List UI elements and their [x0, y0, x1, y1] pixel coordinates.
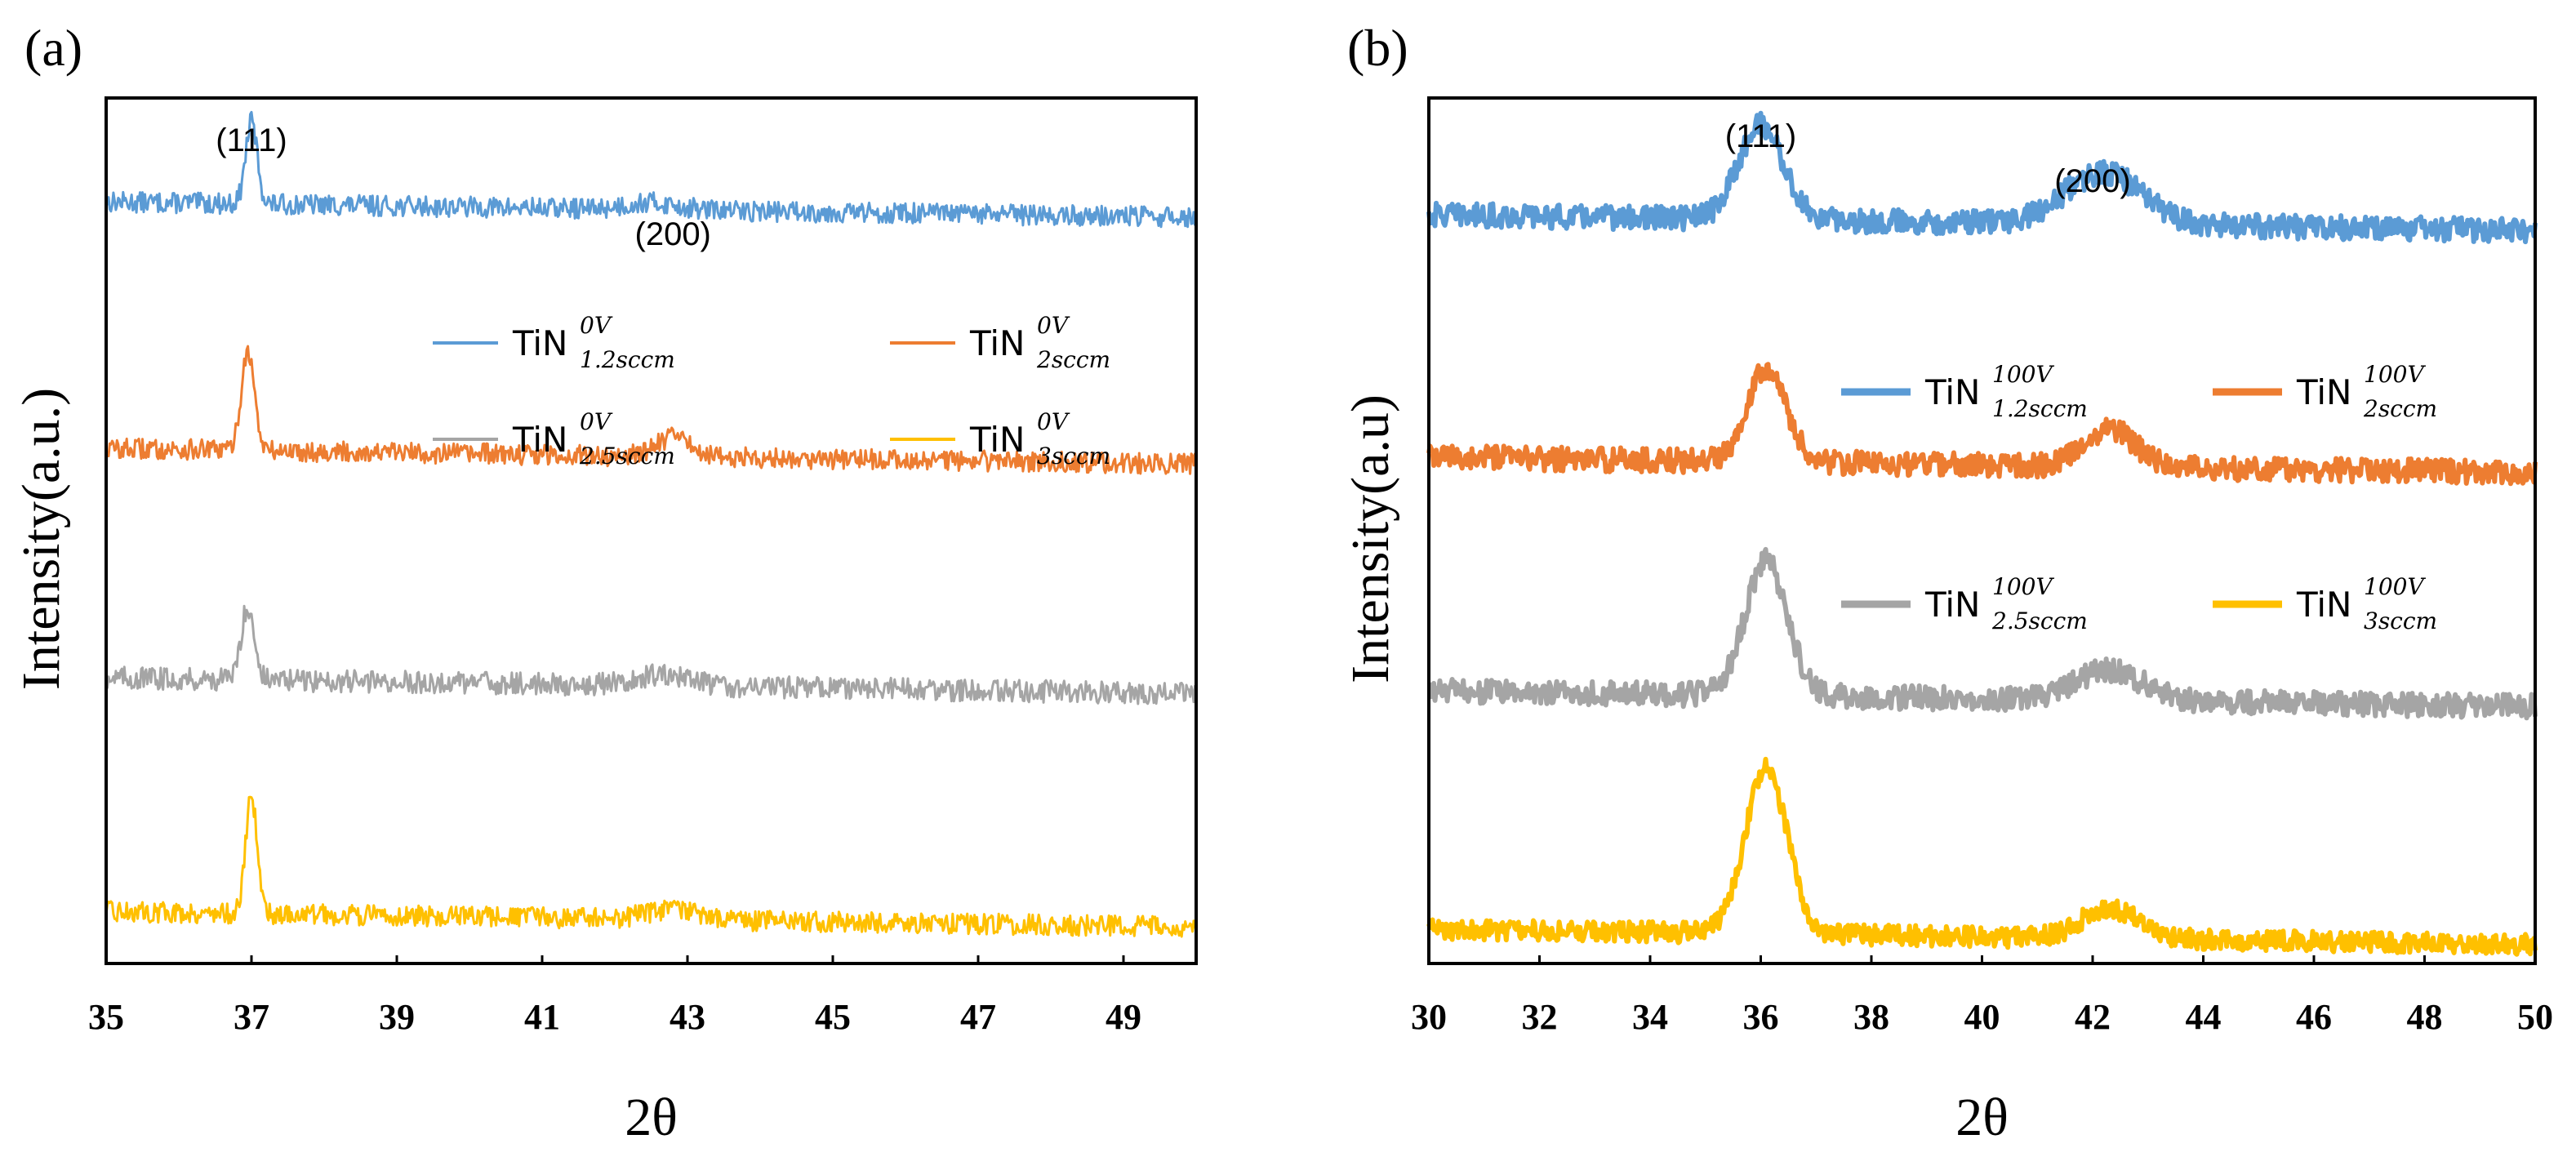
legend-subscript: 3sccm	[2364, 607, 2437, 634]
legend-superscript: 0V	[580, 312, 613, 339]
x-tick-label: 43	[670, 997, 705, 1037]
x-tick-label: 48	[2407, 997, 2443, 1037]
legend-subscript: 3sccm	[1037, 443, 1110, 469]
series-line-3sccm	[1426, 756, 2538, 957]
legend-label: TiN	[1924, 585, 1980, 625]
legend-subscript: 1.2sccm	[1992, 395, 2088, 422]
x-tick-label: 49	[1106, 997, 1141, 1037]
x-tick-label: 50	[2517, 997, 2553, 1037]
series-line-2sccm	[105, 345, 1197, 475]
x-axis-label: 2θ	[1955, 1088, 2009, 1147]
series-line-1.2sccm	[1426, 110, 2538, 245]
x-tick-label: 38	[1853, 997, 1889, 1037]
x-tick-label: 30	[1411, 997, 1447, 1037]
panel-label: (a)	[24, 19, 82, 77]
peak-annotation: (111)	[216, 122, 287, 158]
x-tick-label: 46	[2296, 997, 2332, 1037]
legend-entry: TiN 0V 3sccm	[890, 408, 1110, 469]
legend-entry: TiN 0V 1.2sccm	[433, 312, 675, 373]
x-tick-label: 39	[379, 997, 415, 1037]
x-tick-label: 42	[2075, 997, 2111, 1037]
legend-superscript: 0V	[1037, 408, 1070, 435]
panel-label: (b)	[1347, 19, 1408, 77]
legend-entry: TiN 100V 1.2sccm	[1841, 361, 2088, 422]
legend-label: TiN	[512, 323, 567, 363]
series-line-3sccm	[105, 795, 1198, 938]
x-tick-label: 40	[1964, 997, 2000, 1037]
x-tick-label: 35	[88, 997, 124, 1037]
legend-subscript: 2.5sccm	[1991, 607, 2088, 634]
legend-superscript: 100V	[2364, 361, 2426, 388]
x-tick-label: 36	[1743, 997, 1779, 1037]
x-tick-label: 45	[815, 997, 851, 1037]
plot-frame	[105, 96, 1198, 965]
legend-subscript: 1.2sccm	[580, 346, 675, 373]
legend-label: TiN	[969, 323, 1025, 363]
legend-entry: TiN 100V 2sccm	[2213, 361, 2437, 422]
peak-annotation: (200)	[2054, 163, 2130, 199]
x-tick-label: 41	[524, 997, 560, 1037]
legend-label: TiN	[2296, 372, 2351, 412]
legend-entry: TiN 0V 2.5sccm	[433, 408, 675, 469]
x-tick-label: 32	[1522, 997, 1558, 1037]
legend-superscript: 100V	[1992, 361, 2054, 388]
legend-entry: TiN 0V 2sccm	[890, 312, 1110, 373]
legend-superscript: 100V	[2364, 573, 2426, 600]
legend-superscript: 100V	[1992, 573, 2054, 600]
legend-superscript: 0V	[580, 408, 613, 435]
series-line-1.2sccm	[105, 110, 1198, 229]
legend-label: TiN	[512, 420, 567, 460]
legend-subscript: 2.5sccm	[579, 443, 675, 469]
chart-panel-b: (b) 30 32 34 36 38 40 42 44 46 48 50 2θ Intensity(a.u…	[1341, 19, 2553, 1147]
x-tick-label: 47	[960, 997, 996, 1037]
series-line-2.5sccm	[105, 604, 1198, 705]
chart-panel-a: (a) 35 37 39 41 43 45 47 49 2θ Intensity(a.u.) (111…	[11, 19, 1198, 1147]
x-tick-label: 44	[2186, 997, 2222, 1037]
legend-superscript: 0V	[1037, 312, 1070, 339]
series-line-2sccm	[1426, 362, 2538, 487]
legend-subscript: 2sccm	[1036, 346, 1110, 373]
peak-annotation: (111)	[1725, 118, 1796, 154]
x-tick-label: 34	[1632, 997, 1668, 1037]
legend-label: TiN	[969, 420, 1025, 460]
legend-subscript: 2sccm	[2363, 395, 2437, 422]
legend-label: TiN	[2296, 585, 2351, 625]
legend-entry: TiN 100V 2.5sccm	[1841, 573, 2088, 634]
x-tick-label: 37	[234, 997, 269, 1037]
peak-annotation: (200)	[635, 216, 711, 252]
y-axis-label: Intensity(a.u.)	[11, 388, 71, 690]
legend-label: TiN	[1924, 372, 1980, 412]
series-line-2.5sccm	[1426, 546, 2538, 721]
y-axis-label: Intensity(a.u)	[1341, 394, 1400, 683]
legend-entry: TiN 100V 3sccm	[2213, 573, 2437, 634]
x-axis-label: 2θ	[625, 1088, 678, 1147]
